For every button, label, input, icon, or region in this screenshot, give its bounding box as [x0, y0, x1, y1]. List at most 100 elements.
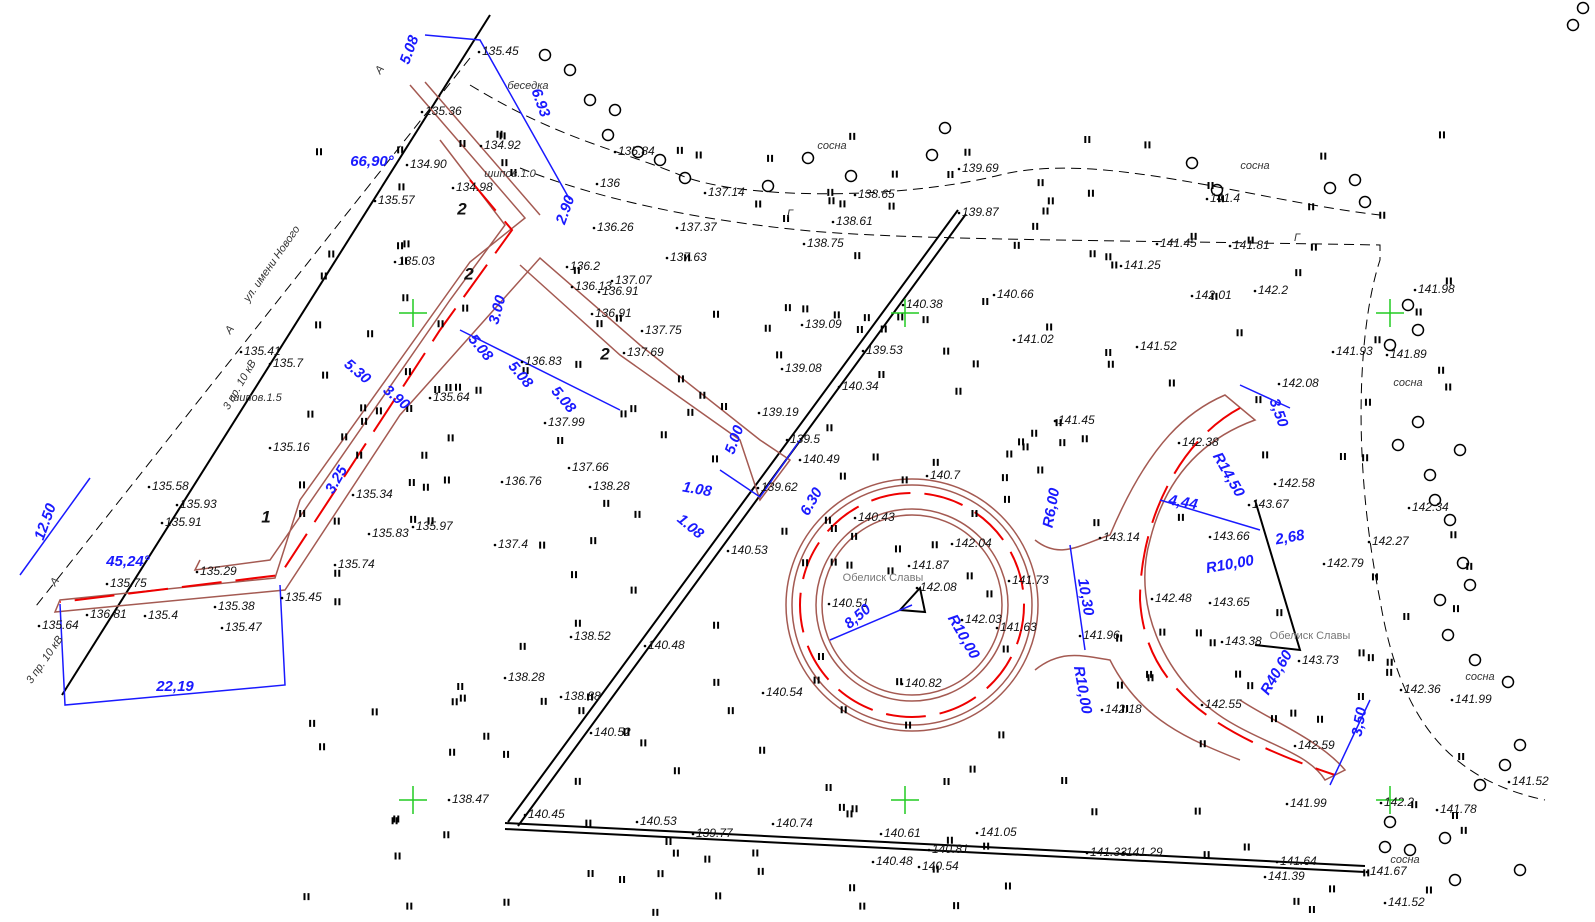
survey-point	[592, 226, 596, 230]
grass-mark	[1308, 905, 1315, 913]
elevation-label: 140.38	[906, 297, 943, 311]
grass-mark	[1247, 236, 1254, 244]
survey-point	[543, 421, 547, 425]
elevation-label: 140.48	[876, 854, 913, 868]
grass-mark	[573, 266, 580, 274]
monument-label: Обелиск Славы	[843, 572, 924, 584]
grass-mark	[1081, 435, 1088, 443]
elevation-label: 141.89	[1390, 347, 1427, 361]
note: беседка	[507, 80, 548, 92]
tree	[1403, 843, 1417, 857]
elevation-label: 140.81	[932, 842, 969, 856]
grass-mark	[713, 621, 720, 629]
grass-mark	[457, 682, 464, 690]
ring	[791, 484, 1033, 726]
grass-mark	[1438, 131, 1445, 139]
note: Г	[1294, 232, 1301, 244]
survey-point	[879, 832, 883, 836]
elevation-label: 137.69	[627, 345, 664, 359]
survey-point	[1507, 780, 1511, 784]
survey-point	[1119, 264, 1123, 268]
survey-point	[1293, 744, 1297, 748]
tree	[1463, 578, 1477, 592]
survey-cross	[891, 786, 919, 814]
tree	[761, 179, 775, 193]
grass-mark	[1438, 366, 1445, 374]
grass-mark	[1211, 292, 1218, 300]
elevation-label: 139.08	[785, 361, 822, 375]
grass-mark	[943, 777, 950, 785]
grass-mark	[826, 424, 833, 432]
grass-mark	[764, 324, 771, 332]
grass-mark	[315, 321, 322, 329]
grass-mark	[1159, 628, 1166, 636]
survey-point	[1155, 242, 1159, 246]
grass-mark	[828, 197, 835, 205]
survey-point	[853, 516, 857, 520]
grass-mark	[776, 351, 783, 359]
grass-mark	[1122, 705, 1129, 713]
grass-mark	[932, 865, 939, 873]
grass-mark	[587, 693, 594, 701]
grass-mark	[303, 893, 310, 901]
survey-point	[635, 820, 639, 824]
grass-mark	[986, 590, 993, 598]
grass-mark	[394, 852, 401, 860]
grass-mark	[437, 320, 444, 328]
tree	[1448, 873, 1462, 887]
grass-mark	[872, 453, 879, 461]
elevation-label: 135.91	[165, 515, 202, 529]
survey-point	[907, 564, 911, 568]
grass-mark	[1055, 419, 1062, 427]
survey-point	[925, 474, 929, 478]
survey-point	[268, 362, 272, 366]
dimension-line	[829, 384, 1371, 786]
survey-point	[1012, 338, 1016, 342]
survey-point	[105, 582, 109, 586]
survey-point	[1247, 503, 1251, 507]
grass-mark	[1339, 453, 1346, 461]
grass-mark	[1047, 197, 1054, 205]
survey-point	[143, 614, 147, 618]
terrain-edge	[519, 167, 1546, 801]
survey-point	[373, 199, 377, 203]
survey-point	[1135, 345, 1139, 349]
elevation-label: 136.81	[90, 607, 127, 621]
survey-point	[213, 605, 217, 609]
survey-cross	[1376, 786, 1404, 814]
grass-mark	[1217, 195, 1224, 203]
elevation-label: 142.55	[1205, 697, 1242, 711]
grass-mark	[1363, 869, 1370, 877]
tree	[1438, 831, 1452, 845]
survey-point	[589, 731, 593, 735]
survey-point	[610, 279, 614, 283]
elevation-label: 137.75	[645, 323, 682, 337]
grass-mark	[398, 183, 405, 191]
survey-cross	[399, 786, 427, 814]
survey-point	[800, 323, 804, 327]
tree	[938, 121, 952, 135]
grass-mark	[854, 252, 861, 260]
section-marker: 2	[463, 264, 474, 283]
grass-mark	[1379, 211, 1386, 219]
survey-point	[559, 695, 563, 699]
survey-point	[367, 532, 371, 536]
grass-mark	[1367, 654, 1374, 662]
monument-base	[1254, 499, 1302, 652]
tree	[1456, 556, 1470, 570]
grass-mark	[657, 870, 664, 878]
elevation-label: 142.27	[1372, 534, 1410, 548]
grass-mark	[846, 561, 853, 569]
grass-mark	[519, 642, 526, 650]
grass-mark	[1037, 179, 1044, 187]
tree	[1443, 513, 1457, 527]
survey-point	[85, 613, 89, 617]
elevation-label: 141.52	[1512, 774, 1549, 788]
elevation-label: 138.65	[858, 187, 895, 201]
survey-point	[1435, 808, 1439, 812]
tree	[1428, 493, 1442, 507]
elevation-label: 141.63	[1000, 620, 1037, 634]
grass-mark	[971, 510, 978, 518]
grass-mark	[1243, 843, 1250, 851]
survey-point	[500, 480, 504, 484]
